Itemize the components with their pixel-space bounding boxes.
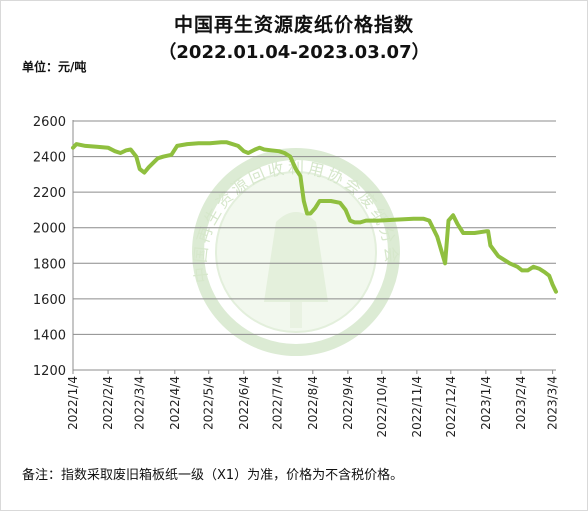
x-tick-label: 2022/8/4 — [306, 376, 320, 430]
x-tick-label: 2022/2/4 — [101, 376, 115, 430]
x-axis: 2022/1/4 2022/2/4 2022/3/4 2022/4/4 2022/5/4… — [66, 370, 560, 438]
x-tick-label: 2022/1/4 — [66, 376, 80, 430]
y-tick-label: 2600 — [33, 115, 66, 130]
footnote: 备注：指数采取废旧箱板纸一级（X1）为准，价格为不含税价格。 — [22, 468, 404, 483]
chart-title: 中国再生资源废纸价格指数 — [173, 14, 414, 36]
watermark-emblem — [264, 212, 328, 302]
watermark-seal: 中国再生资源回收利用协会废纸分会 — [191, 148, 400, 356]
x-tick-label: 2022/12/4 — [444, 376, 458, 438]
watermark-ring — [192, 148, 400, 356]
x-tick-label: 2022/9/4 — [341, 376, 355, 430]
x-tick-label: 2022/3/4 — [133, 376, 147, 430]
x-tick-label: 2022/11/4 — [410, 376, 424, 438]
y-tick-label: 1200 — [33, 364, 66, 379]
y-tick-label: 2000 — [33, 222, 66, 237]
watermark-emblem-stem — [290, 302, 302, 328]
y-tick-label: 2200 — [33, 186, 66, 201]
x-tick-label: 2022/5/4 — [202, 376, 216, 430]
grid-lines — [73, 120, 556, 371]
y-tick-label: 2400 — [33, 151, 66, 166]
chart-subtitle: （2022.01.04-2023.03.07） — [158, 42, 430, 63]
x-tick-label: 2023/2/4 — [514, 376, 528, 430]
series-layer — [71, 140, 558, 294]
x-tick-label: 2022/4/4 — [168, 376, 182, 430]
y-tick-label: 1800 — [33, 257, 66, 272]
x-tick-label: 2023/3/4 — [546, 376, 560, 430]
series-line — [71, 140, 558, 294]
x-tick-label: 2022/7/4 — [271, 376, 285, 430]
y-axis-unit-label: 单位：元/吨 — [22, 60, 87, 74]
x-tick-label: 2022/6/4 — [237, 376, 251, 430]
y-axis: 1200 1400 1600 1800 2000 2200 2400 2600 — [33, 115, 74, 379]
x-tick-label: 2023/1/4 — [479, 376, 493, 430]
x-tick-label: 2022/10/4 — [375, 376, 389, 438]
y-tick-label: 1600 — [33, 293, 66, 308]
y-tick-label: 1400 — [33, 328, 66, 343]
